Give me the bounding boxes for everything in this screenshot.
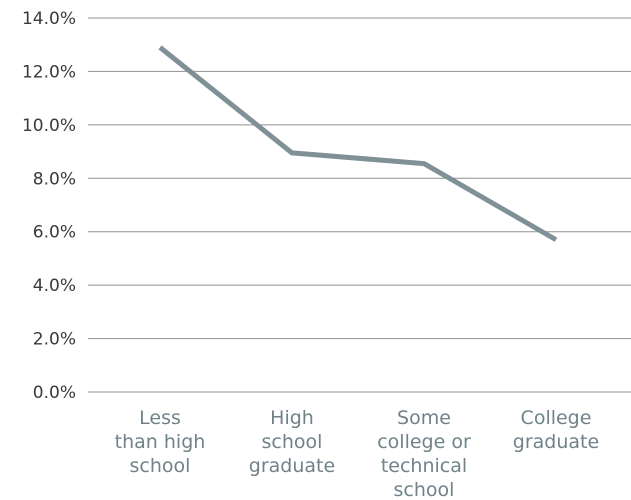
x-tick-label-line: college or: [377, 431, 471, 453]
x-tick-label-line: Some: [397, 407, 451, 429]
x-tick-label: High school graduate: [249, 407, 335, 477]
x-tick-label-line: Less: [139, 407, 181, 429]
y-tick-label: 10.0%: [22, 116, 76, 136]
y-tick-label: 4.0%: [33, 276, 76, 296]
x-tick-label-line: College: [521, 407, 592, 429]
x-tick-label: Some college or technical school: [377, 407, 471, 500]
y-tick-label: 8.0%: [33, 169, 76, 189]
y-tick-label: 6.0%: [33, 223, 76, 243]
x-tick-label: Less than high school: [115, 407, 206, 477]
y-tick-label: 14.0%: [22, 9, 76, 29]
x-tick-label-line: technical: [381, 455, 467, 477]
x-tick-label: College graduate: [513, 407, 599, 453]
x-tick-label-line: High: [270, 407, 314, 429]
x-tick-label-line: school: [130, 455, 191, 477]
y-tick-label: 12.0%: [22, 62, 76, 82]
x-tick-label-line: graduate: [249, 455, 335, 477]
x-tick-label-line: than high: [115, 431, 206, 453]
x-tick-label-line: school: [262, 431, 323, 453]
x-tick-label-line: school: [394, 479, 455, 500]
y-tick-label: 0.0%: [33, 383, 76, 403]
x-tick-label-line: graduate: [513, 431, 599, 453]
series-line: [158, 45, 558, 242]
y-tick-label: 2.0%: [33, 330, 76, 350]
